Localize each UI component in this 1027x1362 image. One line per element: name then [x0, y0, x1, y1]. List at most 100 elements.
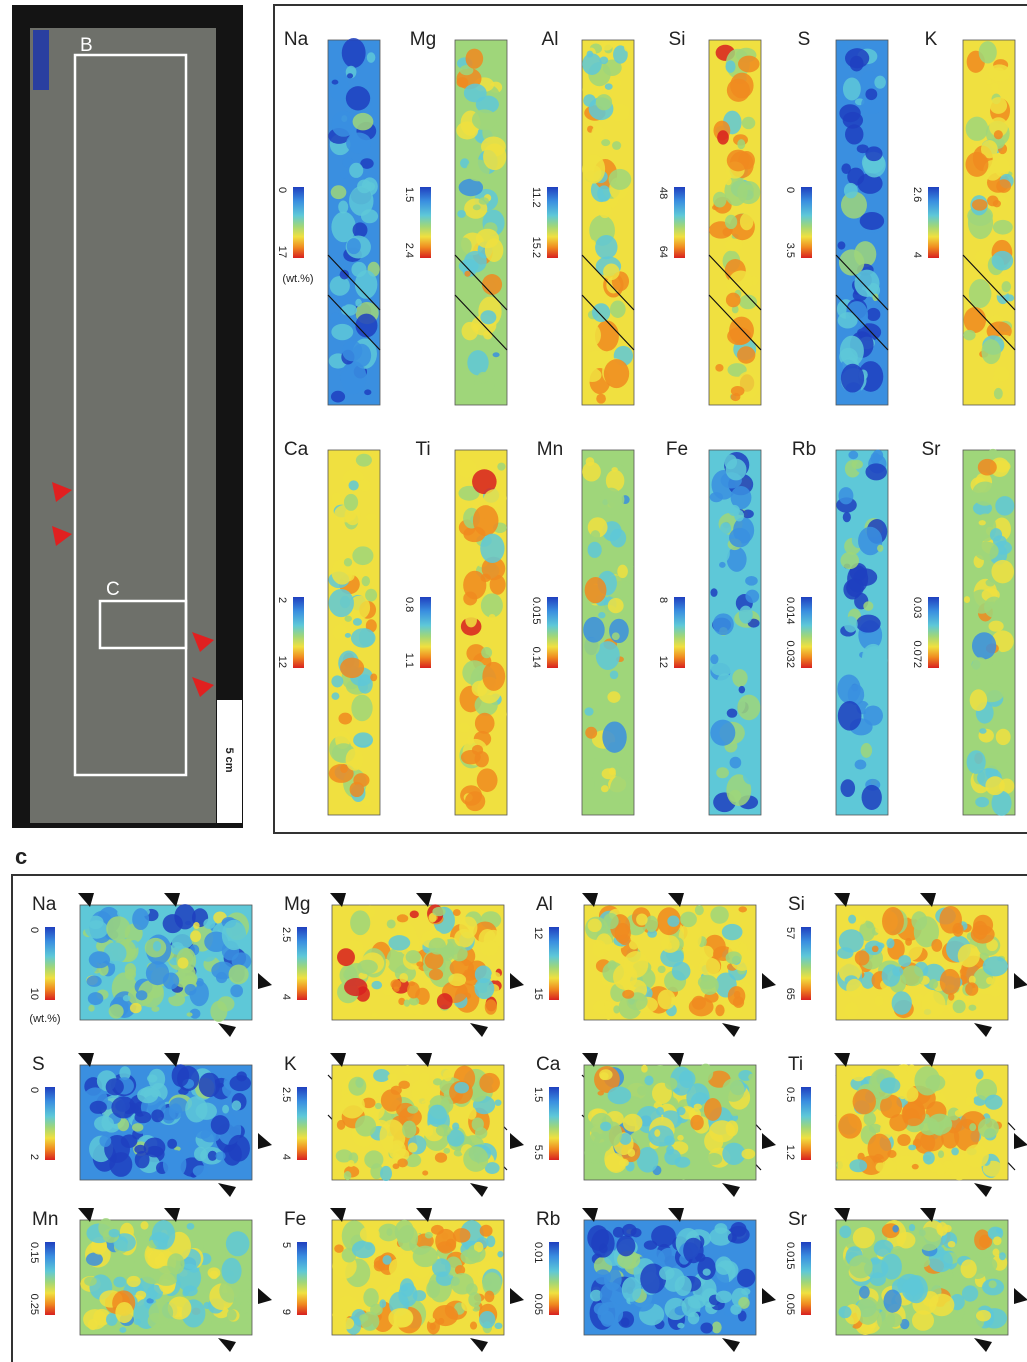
heatmap-blob: [726, 951, 742, 964]
heatmap-blob: [866, 922, 874, 929]
heatmap-blob: [955, 1172, 961, 1177]
heatmap-blob: [664, 1135, 675, 1145]
heatmap-blob: [146, 961, 169, 985]
heatmap-blob: [855, 760, 867, 770]
heatmap-blob: [613, 1005, 620, 1013]
panel-b-frame: [274, 5, 1027, 833]
unit-label: (wt.%): [282, 273, 313, 285]
heatmap-blob: [914, 1066, 940, 1095]
heatmap-blob: [165, 1068, 172, 1074]
heatmap-blob: [484, 489, 507, 507]
colorbar: [420, 597, 431, 668]
heatmap-blob: [726, 293, 741, 308]
heatmap-blob: [597, 185, 611, 201]
heatmap-blob: [476, 229, 499, 249]
heatmap-blob: [421, 1100, 430, 1106]
heatmap-blob: [610, 670, 619, 679]
element-label: Mg: [284, 894, 310, 915]
heatmap-blob: [209, 1271, 218, 1280]
heatmap-blob: [422, 1170, 428, 1175]
heatmap-blob: [622, 1277, 642, 1302]
heatmap-blob: [641, 1065, 648, 1073]
heatmap-blob: [677, 1323, 684, 1329]
heatmap-blob: [968, 1005, 976, 1011]
heatmap-blob: [964, 596, 970, 603]
heatmap-blob: [986, 579, 996, 586]
heatmap-blob: [340, 658, 364, 678]
heatmap-blob: [193, 922, 200, 929]
heatmap-blob: [467, 350, 488, 375]
heatmap-blob: [884, 1290, 902, 1313]
heatmap-blob: [609, 619, 629, 643]
heatmap-blob: [365, 589, 377, 602]
colorbar-top: 2: [276, 597, 288, 603]
heatmap-blob: [897, 1134, 910, 1146]
heatmap-blob: [905, 938, 912, 946]
heatmap-blob: [425, 1232, 433, 1239]
heatmap-blob: [493, 352, 500, 357]
colorbar: [801, 1242, 811, 1315]
heatmap-blob: [596, 394, 606, 404]
heatmap-blob: [187, 1012, 193, 1016]
heatmap-blob: [741, 1288, 750, 1295]
heatmap-blob: [347, 73, 353, 78]
heatmap-blob: [1006, 294, 1015, 301]
heatmap-blob: [106, 1078, 124, 1095]
heatmap-blob: [675, 1276, 692, 1296]
heatmap-blob: [710, 906, 728, 924]
heatmap-blob: [113, 1277, 126, 1288]
heatmap-blob: [352, 1240, 375, 1258]
heatmap-blob: [886, 938, 894, 948]
heatmap-blob: [909, 1224, 915, 1231]
heatmap-blob: [429, 938, 446, 955]
heatmap-blob: [742, 745, 757, 759]
heatmap-blob: [419, 1072, 430, 1082]
area-b-label: B: [80, 35, 93, 56]
heatmap-blob: [742, 117, 755, 129]
heatmap-blob: [338, 713, 352, 725]
heatmap-blob: [473, 505, 499, 536]
heatmap-blob: [397, 1225, 418, 1251]
heatmap-blob: [348, 1077, 366, 1096]
heatmap-blob: [475, 751, 489, 767]
heatmap-blob: [169, 1103, 182, 1119]
heatmap-blob: [971, 925, 995, 943]
colorbar-bottom: 10: [28, 988, 40, 1000]
heatmap-blob: [983, 956, 1008, 976]
heatmap-blob: [624, 43, 631, 51]
heatmap-blob: [688, 1295, 706, 1309]
heatmap-blob: [399, 973, 408, 983]
heatmap-blob: [958, 944, 980, 967]
heatmap-blob: [993, 1249, 1000, 1257]
heatmap-blob: [136, 990, 148, 1000]
heatmap-blob: [87, 976, 102, 987]
heatmap-blob: [398, 1283, 417, 1307]
colorbar-bottom: 4: [280, 994, 292, 1000]
heatmap-blob: [94, 1116, 114, 1132]
heatmap-blob: [338, 200, 348, 213]
heatmap-blob: [598, 202, 611, 219]
heatmap-blob: [346, 1066, 353, 1072]
heatmap-blob: [410, 911, 419, 919]
heatmap-blob: [109, 1229, 120, 1238]
heatmap-blob: [722, 1078, 744, 1102]
colorbar-bottom: 0.05: [784, 1294, 796, 1315]
colorbar-top: 0.5: [784, 1087, 796, 1102]
heatmap-blob: [864, 679, 885, 704]
colorbar-bottom: 0.25: [28, 1294, 40, 1315]
colorbar-top: 0: [28, 927, 40, 933]
heatmap-blob: [127, 1276, 141, 1287]
heatmap-blob: [393, 1163, 400, 1169]
element-label: Ca: [284, 439, 309, 460]
heatmap-blob: [962, 1285, 978, 1301]
heatmap-blob: [695, 905, 704, 915]
colorbar: [549, 1087, 559, 1160]
heatmap-blob: [115, 1302, 133, 1323]
heatmap-blob: [347, 238, 361, 254]
heatmap-blob: [465, 791, 485, 811]
heatmap-blob: [730, 757, 742, 769]
heatmap-blob: [479, 1073, 500, 1093]
heatmap-blob: [851, 460, 863, 469]
heatmap-blob: [904, 1275, 927, 1303]
heatmap-blob: [591, 1229, 615, 1257]
